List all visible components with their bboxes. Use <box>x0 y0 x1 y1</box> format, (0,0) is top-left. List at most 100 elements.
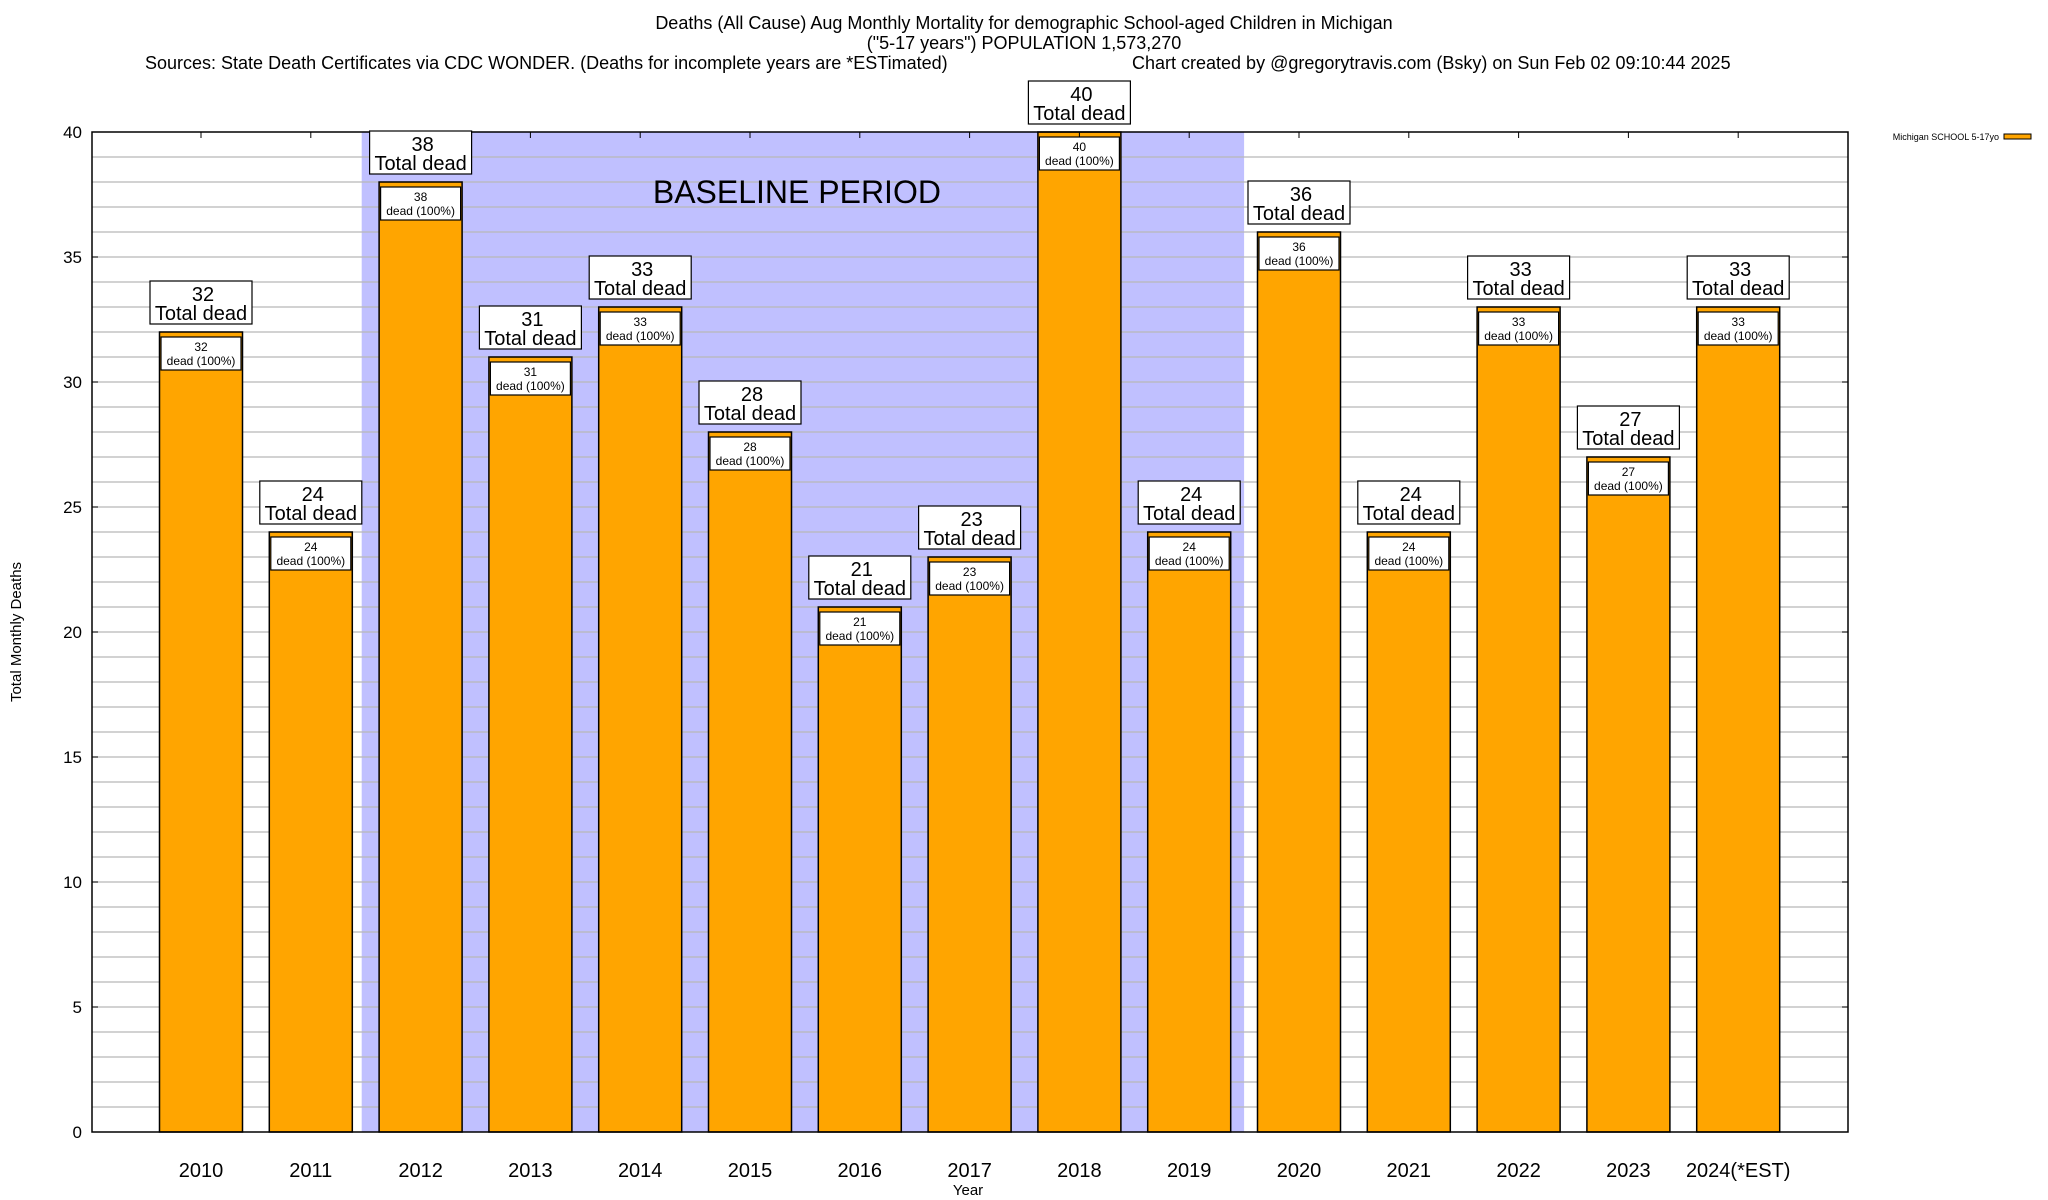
baseline-period-label: BASELINE PERIOD <box>653 174 941 210</box>
bar-inner-label-box <box>160 336 242 371</box>
bar-total-label: Total dead <box>374 153 466 175</box>
bar-inner-label: dead (100%) <box>716 454 785 468</box>
bar-total-label: Total dead <box>484 328 576 350</box>
bar-total-label: Total dead <box>155 303 247 325</box>
bar-inner-value: 21 <box>853 615 867 629</box>
bar-total-label: Total dead <box>814 578 906 600</box>
bar-total-value: 28 <box>741 384 763 406</box>
bar-inner-label-box <box>1258 236 1340 271</box>
bar-inner-label: dead (100%) <box>1704 329 1773 343</box>
y-tick-label: 15 <box>63 748 82 767</box>
bar-inner-value: 36 <box>1292 240 1306 254</box>
y-tick-label: 0 <box>73 1123 82 1142</box>
x-tick-label: 2019 <box>1167 1160 1212 1182</box>
x-tick-label: 2012 <box>398 1160 443 1182</box>
bar-inner-value: 33 <box>1512 315 1526 329</box>
bar-inner-label: dead (100%) <box>1265 254 1334 268</box>
bar-inner-label-box <box>270 536 352 571</box>
y-tick-label: 30 <box>63 373 82 392</box>
y-tick-label: 10 <box>63 873 82 892</box>
bar-2021 <box>1366 531 1452 1133</box>
bar-total-value: 24 <box>1180 484 1202 506</box>
bar-total-label: Total dead <box>1143 503 1235 525</box>
bar-total-label-box <box>1137 480 1241 525</box>
bar-total-label: Total dead <box>1692 278 1784 300</box>
bar-inner-value: 33 <box>1732 315 1746 329</box>
y-tick-label: 20 <box>63 623 82 642</box>
bar-inner-label-box <box>489 361 571 396</box>
bar-inner-value: 24 <box>1183 540 1197 554</box>
bar-inner-label-box <box>1477 311 1560 346</box>
bar-total-label-box <box>259 480 363 525</box>
chart-title-line2: ("5-17 years") POPULATION 1,573,270 <box>866 33 1182 53</box>
bar-total-label-box <box>478 305 582 350</box>
bar-inner-label-box <box>1368 536 1450 571</box>
bar-2022 <box>1476 306 1561 1133</box>
x-tick-label: 2014 <box>618 1160 663 1182</box>
bar-total-value: 24 <box>1400 484 1422 506</box>
y-tick-label: 5 <box>73 998 82 1017</box>
bar-inner-value: 27 <box>1622 465 1636 479</box>
bar-total-value: 23 <box>960 509 982 531</box>
bar-2015 <box>707 431 793 1133</box>
bar-total-label-box <box>1027 80 1132 125</box>
x-tick-label: 2020 <box>1277 1160 1322 1182</box>
bar-inner-label-box <box>1697 311 1779 346</box>
bar-total-label: Total dead <box>1033 103 1125 125</box>
legend-label: Michigan SCHOOL 5-17yo <box>1893 132 1999 142</box>
x-tick-label: 2018 <box>1057 1160 1102 1182</box>
bar-total-label: Total dead <box>594 278 686 300</box>
bar-inner-value: 32 <box>194 340 208 354</box>
bar-total-label-box <box>1247 180 1351 225</box>
y-tick-label: 25 <box>63 498 82 517</box>
bar-2011 <box>268 531 354 1133</box>
bar-inner-label: dead (100%) <box>1045 154 1114 168</box>
bar-inner-label: dead (100%) <box>276 554 345 568</box>
x-tick-label: 2021 <box>1387 1160 1432 1182</box>
bar-inner-value: 23 <box>963 565 977 579</box>
bar-inner-label: dead (100%) <box>825 629 894 643</box>
bar-inner-label: dead (100%) <box>1484 329 1553 343</box>
x-tick-label: 2022 <box>1496 1160 1541 1182</box>
bar-2024(*EST) <box>1695 306 1781 1133</box>
bar-inner-label: dead (100%) <box>1594 479 1663 493</box>
bar-inner-label: dead (100%) <box>167 354 236 368</box>
bar-total-label-box <box>917 505 1022 550</box>
bar-inner-label-box <box>599 311 681 346</box>
bar-inner-value: 28 <box>743 440 757 454</box>
chart-sources: Sources: State Death Certificates via CD… <box>145 53 948 73</box>
bar-total-value: 38 <box>411 134 433 156</box>
bar-total-label: Total dead <box>1582 428 1674 450</box>
x-tick-label: 2015 <box>728 1160 773 1182</box>
bar-total-value: 36 <box>1290 184 1312 206</box>
bar-total-value: 40 <box>1070 84 1092 106</box>
bar-inner-label-box <box>1038 136 1121 171</box>
bar-total-label-box <box>1357 480 1461 525</box>
bar-inner-value: 40 <box>1073 140 1087 154</box>
bar-total-label: Total dead <box>923 528 1015 550</box>
bar-inner-label: dead (100%) <box>496 379 565 393</box>
bar-inner-label: dead (100%) <box>386 204 455 218</box>
bar-total-value: 31 <box>521 309 543 331</box>
bar-2019 <box>1146 531 1232 1133</box>
bar-inner-label-box <box>709 436 791 471</box>
bar-inner-value: 24 <box>1402 540 1416 554</box>
bar-total-label: Total dead <box>1472 278 1564 300</box>
bar-total-label: Total dead <box>1363 503 1455 525</box>
bar-inner-label: dead (100%) <box>935 579 1004 593</box>
bar-total-label-box <box>369 130 473 175</box>
x-axis-label: Year <box>953 1182 983 1199</box>
chart-credit: Chart created by @gregorytravis.com (Bsk… <box>1132 53 1731 73</box>
plot-frame <box>91 131 1849 1133</box>
bar-total-value: 33 <box>1509 259 1531 281</box>
bar-2016 <box>817 606 903 1133</box>
bar-inner-label-box <box>928 561 1011 596</box>
x-tick-label: 2024(*EST) <box>1686 1160 1791 1182</box>
bar-inner-value: 24 <box>304 540 318 554</box>
bar-total-value: 24 <box>302 484 324 506</box>
bar-total-value: 33 <box>1729 259 1751 281</box>
bar-inner-label: dead (100%) <box>1374 554 1443 568</box>
bar-total-value: 27 <box>1619 409 1641 431</box>
bar-inner-label-box <box>819 611 901 646</box>
bar-total-label: Total dead <box>1253 203 1345 225</box>
